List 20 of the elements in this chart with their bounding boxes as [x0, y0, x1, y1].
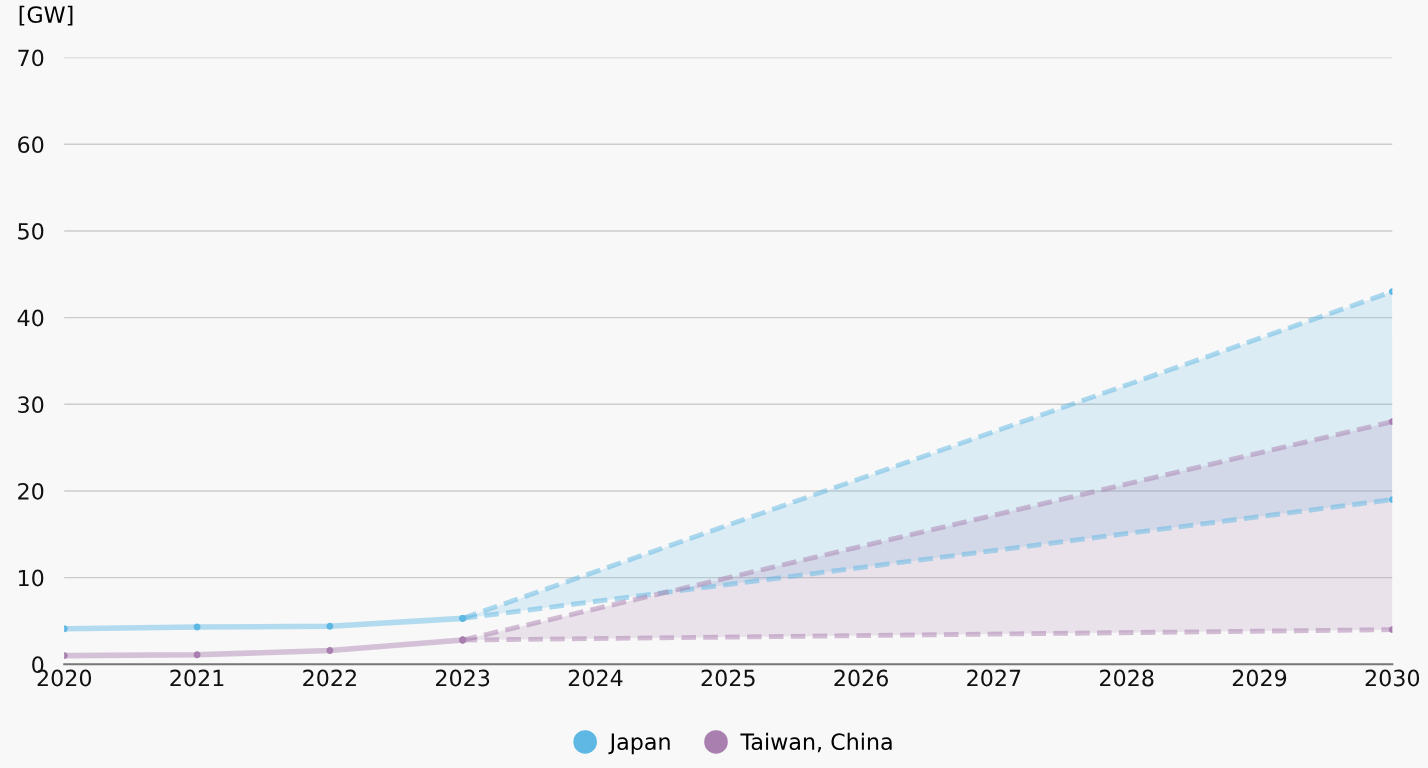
y-tick-label: 40	[17, 309, 44, 327]
x-tick-label: 2028	[1100, 669, 1154, 687]
x-tick-label: 2023	[436, 669, 490, 687]
x-tick-label: 2021	[170, 669, 224, 687]
x-tick-label: 2029	[1232, 669, 1287, 687]
x-tick-label: 2024	[568, 669, 623, 687]
x-tick-label: 2030	[1365, 669, 1420, 687]
y-tick-label: 10	[18, 569, 44, 587]
x-tick-label: 2026	[834, 669, 888, 687]
legend-label: Taiwan, China	[740, 732, 892, 753]
y-axis-title: [GW]	[19, 5, 73, 26]
y-tick-label: 30	[18, 396, 44, 414]
y-tick-label: 50	[18, 222, 44, 240]
x-tick-label: 2022	[303, 669, 356, 687]
x-tick-label: 2027	[967, 669, 1021, 687]
x-tick-label: 2025	[701, 669, 755, 687]
y-tick-label: 70	[18, 49, 44, 67]
legend-label: Japan	[608, 733, 670, 755]
y-tick-label: 60	[18, 136, 44, 154]
y-tick-label: 20	[18, 482, 44, 500]
